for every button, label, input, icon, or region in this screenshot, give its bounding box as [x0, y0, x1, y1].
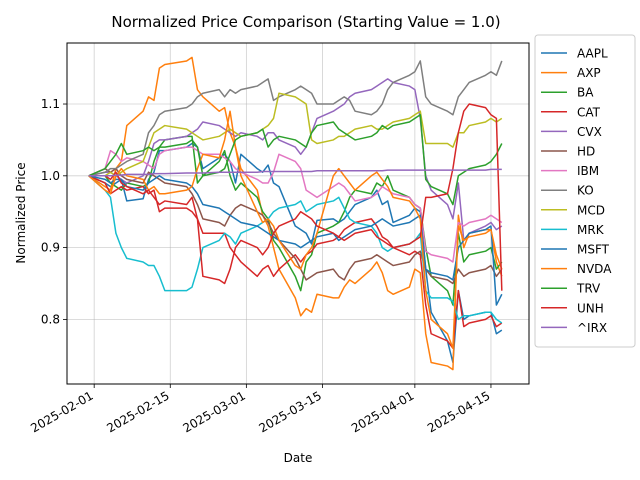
legend-label: ^IRX [577, 321, 607, 335]
x-axis-label: Date [284, 451, 313, 465]
legend-label: NVDA [577, 262, 612, 276]
y-axis: 0.8 0.9 1.0 1.1 [41, 97, 67, 326]
series-line-ba [88, 135, 503, 306]
series-lines [88, 56, 503, 371]
series-line-cvx [88, 78, 503, 242]
legend-label: AAPL [577, 47, 608, 61]
series-line-irx [88, 168, 502, 177]
legend-label: TRV [576, 282, 601, 296]
series-line-nvda [88, 110, 503, 349]
legend: AAPL AXP BA CAT CVX HD IBM KO MCD MRK MSFT NVDA TRV U… [534, 34, 636, 348]
legend-label: UNH [577, 301, 604, 315]
y-axis-label: Normalized Price [14, 162, 28, 263]
series-line-aapl [88, 142, 503, 364]
series-line-cat [88, 175, 503, 349]
series-line-trv [88, 114, 503, 206]
y-tick-label: 0.8 [41, 312, 60, 326]
plot-area [67, 43, 529, 384]
y-tick-label: 0.9 [41, 241, 60, 255]
series-line-axp [88, 56, 503, 371]
legend-label: MSFT [577, 243, 610, 257]
series-line-mrk [88, 175, 503, 324]
legend-label: CVX [577, 125, 602, 139]
series-line-msft [88, 175, 503, 306]
series-line-ko [88, 60, 503, 177]
legend-label: MCD [577, 203, 605, 217]
plot-frame [66, 42, 530, 385]
series-line-hd [88, 167, 503, 285]
series-line-mcd [88, 92, 503, 177]
legend-label: AXP [577, 66, 601, 80]
series-line-unh [88, 103, 503, 291]
y-tick-label: 1.1 [41, 97, 60, 111]
legend-label: CAT [577, 105, 601, 119]
series-line-ibm [88, 146, 503, 263]
chart-title: Normalized Price Comparison (Starting Va… [111, 13, 500, 31]
legend-label: BA [577, 86, 594, 100]
legend-label: KO [577, 184, 594, 198]
legend-label: HD [577, 145, 595, 159]
legend-label: MRK [577, 223, 605, 237]
legend-label: IBM [577, 164, 599, 178]
y-tick-label: 1.0 [41, 169, 60, 183]
